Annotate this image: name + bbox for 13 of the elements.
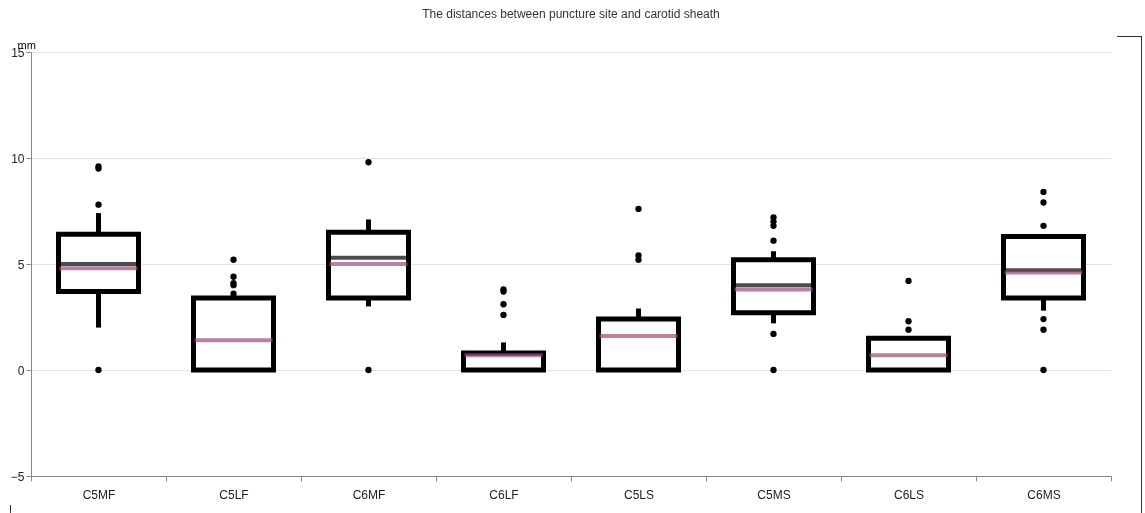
x-tick-label: C6LF bbox=[489, 487, 519, 502]
x-tick-label: C6MS bbox=[1027, 487, 1061, 502]
y-tick-label: −5 bbox=[10, 469, 25, 484]
y-tick-label: 0 bbox=[17, 363, 25, 378]
y-tick-label: 10 bbox=[11, 151, 25, 166]
x-tick-label: C5MS bbox=[757, 487, 791, 502]
x-tick-label: C5MF bbox=[82, 487, 116, 502]
x-tick-label: C6LS bbox=[893, 487, 925, 502]
x-tick-label: C5LF bbox=[219, 487, 249, 502]
chart-title: The distances between puncture site and carotid sheath bbox=[422, 7, 720, 21]
x-tick-label: C5LS bbox=[623, 487, 655, 502]
y-tick-label: 5 bbox=[17, 257, 25, 272]
x-tick-label: C6MF bbox=[352, 487, 386, 502]
